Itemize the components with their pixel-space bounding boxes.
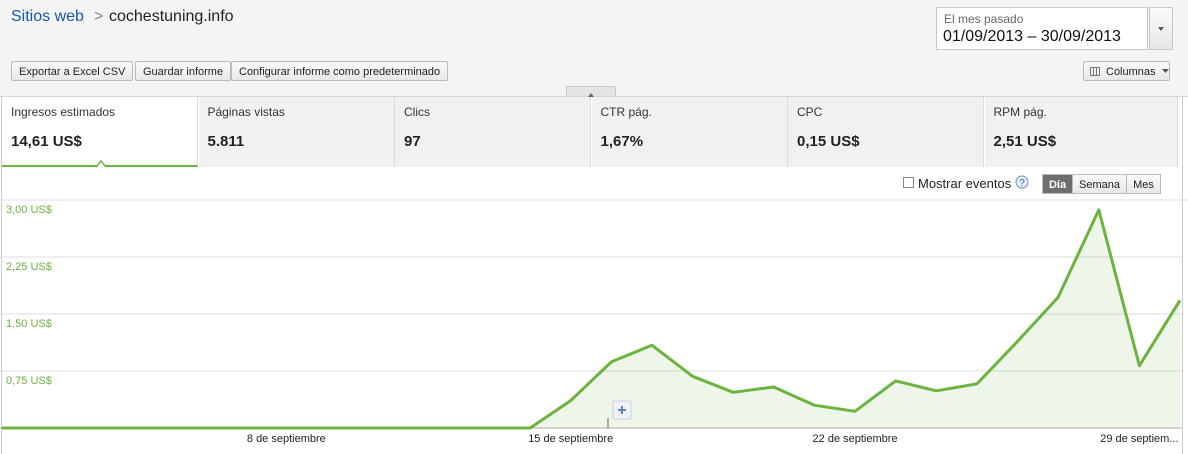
default-button[interactable]: Configurar informe como predeterminado [231, 61, 449, 81]
metric-label: Páginas vistas [207, 105, 285, 119]
line [2, 208, 1182, 430]
granularity-button[interactable]: Semana [1072, 174, 1127, 194]
metric-value: 1,67% [600, 133, 644, 150]
metric-label: CTR pág. [600, 105, 652, 119]
metric-tab[interactable]: Ingresos estimados 14,61 US$ [2, 97, 198, 167]
help-icon[interactable]: ? [1015, 175, 1029, 189]
columns-icon [1090, 67, 1100, 76]
save-button[interactable]: Guardar informe [135, 61, 232, 81]
metric-value: 97 [404, 133, 421, 150]
x-tick-label: 8 de septiembre [247, 433, 326, 445]
x-tick-label: 29 de septiem... [1100, 433, 1178, 445]
y-tick-label: 3,00 US$ [6, 204, 52, 216]
export-button[interactable]: Exportar a Excel CSV [11, 61, 134, 81]
granularity-button[interactable]: Mes [1126, 174, 1161, 194]
metric-value: 2,51 US$ [993, 133, 1057, 150]
arrow-icon [1158, 27, 1164, 31]
metric-tab[interactable]: Clics 97 [395, 97, 591, 167]
metric-tab[interactable]: Páginas vistas 5.811 [198, 97, 395, 167]
metric-value: 14,61 US$ [11, 133, 82, 150]
metric-tab[interactable]: CPC 0,15 US$ [788, 97, 984, 167]
metric-value: 0,15 US$ [797, 133, 860, 150]
metric-label: Ingresos estimados [11, 105, 116, 119]
columns-button[interactable]: Columnas [1083, 61, 1170, 81]
metric-label: CPC [797, 105, 823, 119]
metric-tab[interactable]: RPM pág. 2,51 US$ [984, 97, 1178, 167]
date-picker[interactable]: El mes pasado 01/09/2013 – 30/09/2013 [936, 7, 1148, 50]
metric-value: 5.811 [207, 133, 245, 150]
date-dropdown[interactable] [1149, 7, 1173, 50]
breadcrumb-separator: > [94, 8, 104, 25]
breadcrumb-link[interactable]: Sitios web [11, 8, 84, 25]
date-label: El mes pasado [944, 12, 1024, 26]
area [2, 209, 1180, 428]
breadcrumb-site: cochestuning.info [109, 8, 234, 25]
svg-text:?: ? [1019, 178, 1025, 189]
collapse-icon [588, 93, 594, 97]
event-plus [618, 406, 626, 414]
x-tick-label: 22 de septiembre [813, 433, 898, 445]
x-tick-label: 15 de septiembre [528, 433, 613, 445]
y-tick-label: 1,50 US$ [6, 318, 52, 330]
granularity-button[interactable]: Día [1042, 174, 1073, 194]
y-tick-label: 2,25 US$ [6, 261, 52, 273]
checkbox[interactable] [903, 177, 914, 188]
metric-tab[interactable]: CTR pág. 1,67% [591, 97, 788, 167]
metric-label: RPM pág. [993, 105, 1047, 119]
arrow-icon [1162, 69, 1169, 73]
show-events-label: Mostrar eventos [918, 176, 1012, 191]
collapse-tab[interactable] [566, 86, 616, 97]
tab-notch [95, 159, 107, 168]
columns-label: Columnas [1106, 66, 1156, 78]
metric-label: Clics [404, 105, 430, 119]
date-range: 01/09/2013 – 30/09/2013 [943, 28, 1121, 45]
y-tick-label: 0,75 US$ [6, 375, 52, 387]
